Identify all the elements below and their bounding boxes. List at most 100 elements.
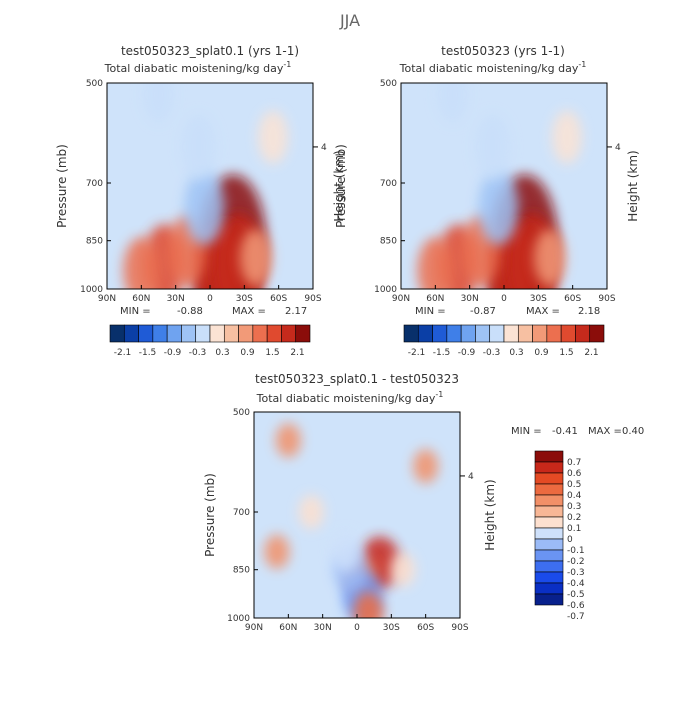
panel-1-colorbar-cell xyxy=(195,324,211,343)
panel-1-min-label: MIN = xyxy=(120,306,151,317)
panel-2-xtick-label: 0 xyxy=(501,294,507,304)
panel-1-colorbar-cell xyxy=(109,324,125,343)
panel-1-blob-11 xyxy=(257,110,288,164)
panel-diff-xtick-label: 60S xyxy=(417,623,434,633)
panel-1: test050323_splat0.1 (yrs 1-1) Total diab… xyxy=(55,44,346,358)
panel-diff-title: test050323_splat0.1 - test050323 xyxy=(255,372,459,386)
panel-1-colorbar-label: -2.1 xyxy=(114,348,132,358)
panel-diff-max-value: 0.40 xyxy=(622,426,644,437)
panel-diff-colorbar-label: 0.1 xyxy=(567,524,581,534)
panel-diff-colorbar-label: -0.2 xyxy=(567,557,585,567)
panel-2-colorbar-cell xyxy=(475,324,491,343)
panel-2-colorbar-cell xyxy=(403,324,419,343)
panel-diff-colorbar-label: -0.7 xyxy=(567,612,585,622)
panel-2-colorbar-cell xyxy=(489,324,505,343)
panel-2-colorbar-label: 2.1 xyxy=(584,348,598,358)
panel-diff-right-tick-label: 4 xyxy=(468,472,474,482)
panel-2-colorbar-cell xyxy=(560,324,576,343)
panel-diff-subtitle-exp: -1 xyxy=(435,390,443,399)
panel-2-colorbar-cell xyxy=(432,324,448,343)
panel-1-colorbar-cell xyxy=(152,324,168,343)
panel-1-colorbar-label: 0.3 xyxy=(215,348,229,358)
panel-2-field xyxy=(401,83,607,289)
panel-1-right-tick-label: 4 xyxy=(321,143,327,153)
panel-2-blob-9 xyxy=(474,113,511,181)
panel-2-colorbar-cell xyxy=(589,324,605,343)
panel-diff-colorbar-label: -0.4 xyxy=(567,579,585,589)
panel-2-colorbar-label: -2.1 xyxy=(408,348,426,358)
panel-2-colorbar-label: -0.3 xyxy=(483,348,501,358)
panel-diff-colorbar-cell xyxy=(534,516,564,529)
panel-1-colorbar-label: 1.5 xyxy=(265,348,279,358)
panel-1-colorbar-cell xyxy=(138,324,154,343)
panel-diff-ytick-label: 850 xyxy=(233,566,250,576)
panel-diff-colorbar-cell xyxy=(534,483,564,496)
panel-diff-colorbar-label: 0 xyxy=(567,535,573,545)
panel-2-colorbar-label: 1.5 xyxy=(559,348,573,358)
panel-diff-colorbar-cell xyxy=(534,450,564,463)
panel-1-subtitle: Total diabatic moistening/kg day-1 xyxy=(104,60,292,75)
panel-diff-xtick-label: 90N xyxy=(245,623,263,633)
panel-2-xtick-label: 60S xyxy=(564,294,581,304)
panel-diff-colorbar-label: 0.2 xyxy=(567,513,581,523)
panel-diff-subtitle-text: Total diabatic moistening/kg day xyxy=(256,392,436,405)
panel-diff-colorbar-cell xyxy=(534,538,564,551)
panel-diff-colorbar-cell xyxy=(534,560,564,573)
panel-1-blob-7 xyxy=(239,228,272,287)
panel-1-subtitle-exp: -1 xyxy=(283,60,291,69)
panel-diff-max-label: MAX = xyxy=(588,426,622,437)
panel-1-colorbar-cell xyxy=(266,324,282,343)
panel-diff-colorbar-cell xyxy=(534,527,564,540)
panel-2-ytick-label: 850 xyxy=(380,237,397,247)
panel-2-subtitle-exp: -1 xyxy=(578,60,586,69)
panel-diff: test050323_splat0.1 - test050323 Total d… xyxy=(203,372,644,633)
panel-diff-blob-4 xyxy=(330,531,361,572)
panel-2-ytick-label: 700 xyxy=(380,179,397,189)
panel-2-max-label: MAX = xyxy=(526,306,560,317)
panel-diff-subtitle: Total diabatic moistening/kg day-1 xyxy=(256,390,444,405)
panel-2-ylabel-right: Height (km) xyxy=(626,150,640,221)
panel-diff-colorbar-cell xyxy=(534,472,564,485)
panel-2-subtitle: Total diabatic moistening/kg day-1 xyxy=(399,60,587,75)
panel-diff-colorbar-label: -0.5 xyxy=(567,590,585,600)
panel-1-ytick-label: 1000 xyxy=(80,285,103,295)
panel-1-xtick-label: 60S xyxy=(270,294,287,304)
panel-2-blob-11 xyxy=(551,110,582,164)
panel-1-xtick-label: 90S xyxy=(304,294,321,304)
panel-2-colorbar-label: -1.5 xyxy=(433,348,451,358)
panel-1-colorbar-cell xyxy=(252,324,268,343)
panel-1-colorbar-cell xyxy=(209,324,225,343)
panel-diff-blob-9 xyxy=(413,449,439,484)
panel-diff-ytick-label: 700 xyxy=(233,508,250,518)
panel-1-colorbar-label: -0.3 xyxy=(189,348,207,358)
panel-2-blob-5 xyxy=(417,237,454,289)
panel-diff-colorbar-cell xyxy=(534,461,564,474)
panel-1-colorbar-cell xyxy=(166,324,182,343)
panel-diff-colorbar-label: 0.7 xyxy=(567,458,581,468)
panel-1-max-value: 2.17 xyxy=(285,306,307,317)
panel-2-xtick-label: 60N xyxy=(426,294,444,304)
panel-2-colorbar-cell xyxy=(503,324,519,343)
panel-1-colorbar-cell xyxy=(281,324,297,343)
panel-diff-field xyxy=(254,412,460,618)
panel-diff-min-value: -0.41 xyxy=(552,426,578,437)
panel-1-min-value: -0.88 xyxy=(177,306,203,317)
panel-2-colorbar-cell xyxy=(460,324,476,343)
panel-1-xtick-label: 0 xyxy=(207,294,213,304)
panel-diff-colorbar-cell xyxy=(534,494,564,507)
panel-diff-colorbar-label: -0.6 xyxy=(567,601,585,611)
panel-diff-ylabel: Pressure (mb) xyxy=(203,473,217,557)
panel-2-max-value: 2.18 xyxy=(578,306,600,317)
panel-1-colorbar-label: -0.9 xyxy=(164,348,182,358)
panel-2-blob-7 xyxy=(533,228,566,287)
panel-2-xtick-label: 30S xyxy=(530,294,547,304)
panel-2-title: test050323 (yrs 1-1) xyxy=(441,44,565,58)
panel-1-xtick-label: 30N xyxy=(167,294,185,304)
panel-2-ylabel: Pressure (mb) xyxy=(334,144,348,228)
panel-diff-colorbar-cell xyxy=(534,582,564,595)
panel-1-xtick-label: 60N xyxy=(132,294,150,304)
panel-1-ytick-label: 700 xyxy=(86,179,103,189)
panel-1-xtick-label: 90N xyxy=(98,294,116,304)
panel-2-min-value: -0.87 xyxy=(470,306,496,317)
panel-1-ytick-label: 850 xyxy=(86,237,103,247)
